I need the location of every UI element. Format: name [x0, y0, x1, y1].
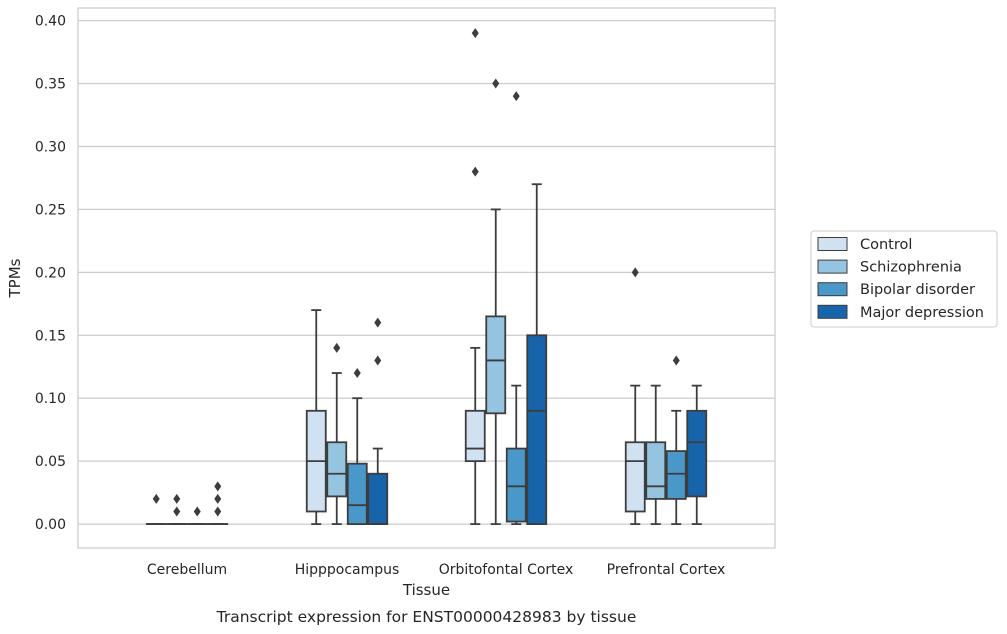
box-schizophrenia: [326, 342, 348, 525]
x-tick-label: Orbitofontal Cortex: [439, 562, 574, 578]
legend-label: Control: [860, 237, 912, 253]
outlier-marker: [353, 368, 361, 379]
box-bipolar-disorder: [665, 355, 687, 525]
legend-swatch: [817, 304, 848, 319]
outlier-marker: [214, 506, 222, 517]
outlier-marker: [471, 166, 479, 177]
box-groups: [145, 28, 708, 525]
x-tick-label: Cerebellum: [147, 562, 227, 578]
y-tick-label: 0.20: [35, 265, 66, 281]
outlier-marker: [672, 355, 680, 366]
box-major-depression: [367, 317, 389, 525]
legend-label: Major depression: [860, 305, 984, 321]
x-tick-label: Hipppocampus: [295, 562, 400, 578]
box-bipolar-disorder: [346, 368, 368, 525]
iqr-box: [485, 315, 507, 415]
box-control: [624, 267, 646, 525]
outlier-marker: [333, 342, 341, 353]
iqr-box: [367, 472, 389, 525]
legend-swatch: [817, 259, 848, 274]
outlier-marker: [214, 481, 222, 492]
box-control: [464, 28, 486, 525]
legend: Control Schizophrenia Bipolar disorder Majo…: [810, 230, 998, 328]
outlier-marker: [512, 91, 520, 102]
y-axis-label: TPMs: [6, 258, 24, 298]
outlier-marker: [214, 493, 222, 504]
legend-swatch: [817, 237, 848, 251]
y-tick-label: 0.35: [35, 77, 66, 93]
iqr-box: [505, 447, 527, 523]
iqr-box: [526, 334, 548, 525]
box-bipolar-disorder: [505, 91, 527, 525]
outlier-marker: [173, 506, 181, 517]
y-tick-label: 0.10: [35, 391, 66, 407]
y-tick-label: 0.25: [35, 202, 66, 218]
outlier-marker: [374, 355, 382, 366]
box-schizophrenia: [485, 78, 507, 525]
box-major-depression: [207, 481, 229, 525]
outlier-marker: [631, 267, 639, 278]
iqr-box: [624, 441, 646, 513]
x-tick-label: Prefrontal Cortex: [607, 562, 726, 578]
box-control: [305, 309, 327, 525]
legend-swatch: [817, 282, 848, 297]
outlier-marker: [173, 493, 181, 504]
box-major-depression: [526, 183, 548, 525]
box-schizophrenia: [166, 493, 188, 525]
x-axis-label: Tissue: [402, 581, 450, 599]
box-major-depression: [686, 384, 708, 525]
y-tick-label: 0.30: [35, 139, 66, 155]
legend-label: Schizophrenia: [860, 260, 962, 276]
iqr-box: [464, 409, 486, 463]
y-tick-label: 0.05: [35, 454, 66, 470]
iqr-box: [645, 441, 667, 500]
plot-area-frame: [77, 7, 776, 549]
iqr-box: [326, 441, 348, 498]
x-tick-labels: Cerebellum Hipppocampus Orbitofontal Corte…: [147, 562, 725, 578]
chart-caption: Transcript expression for ENST0000042898…: [216, 608, 637, 626]
y-tick-label: 0.15: [35, 328, 66, 344]
y-tick-label: 0.00: [35, 517, 66, 533]
y-tick-label: 0.40: [35, 14, 66, 30]
outlier-marker: [193, 506, 201, 517]
box-bipolar-disorder: [186, 506, 208, 525]
outlier-marker: [152, 493, 160, 504]
iqr-box: [346, 462, 368, 525]
y-tick-labels: 0.00 0.05 0.10 0.15 0.20 0.25 0.30 0.35 0.40: [35, 14, 66, 533]
outlier-marker: [374, 317, 382, 328]
iqr-box: [686, 409, 708, 498]
legend-label: Bipolar disorder: [860, 282, 975, 298]
box-control: [145, 493, 167, 525]
iqr-box: [665, 450, 687, 500]
outlier-marker: [492, 78, 500, 89]
box-schizophrenia: [645, 384, 667, 525]
outlier-marker: [471, 28, 479, 39]
legend-frame: [810, 230, 998, 328]
